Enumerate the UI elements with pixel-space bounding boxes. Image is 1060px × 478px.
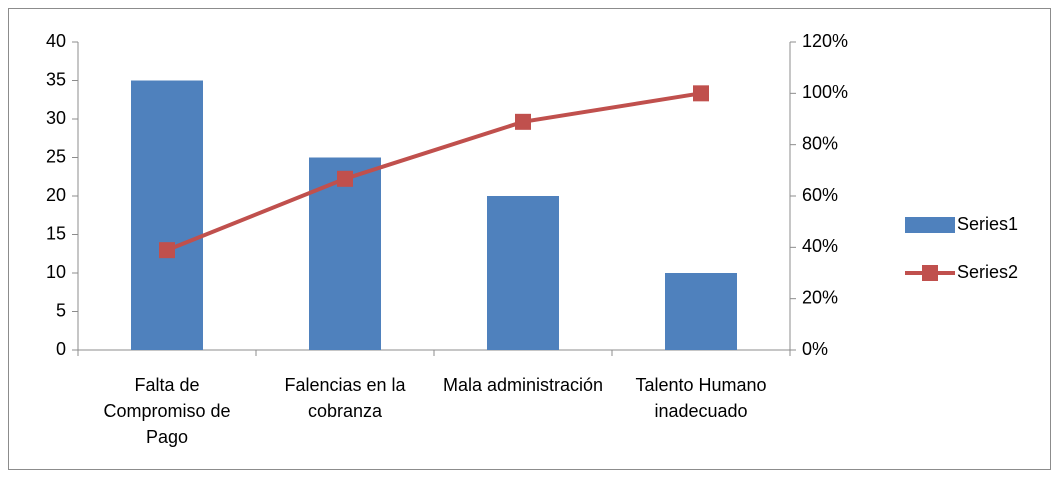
line-marker bbox=[693, 85, 709, 102]
legend-label: Series1 bbox=[957, 214, 1018, 234]
y2-tick-label: 120% bbox=[802, 31, 848, 51]
y-tick-label: 40 bbox=[46, 31, 66, 51]
legend-swatch bbox=[905, 217, 955, 233]
y2-tick-label: 80% bbox=[802, 133, 838, 153]
y-tick-label: 30 bbox=[46, 108, 66, 128]
x-tick-label: Falencias en la cobranza bbox=[284, 375, 406, 421]
y2-tick-label: 20% bbox=[802, 287, 838, 307]
legend-label: Series2 bbox=[957, 262, 1018, 282]
y-tick-label: 20 bbox=[46, 185, 66, 205]
y-tick-label: 25 bbox=[46, 146, 66, 166]
x-tick-label: Talento Humano inadecuado bbox=[635, 375, 767, 421]
x-tick-label: Mala administración bbox=[442, 375, 604, 395]
line bbox=[166, 91, 702, 253]
x-tick-label: Falta de Compromiso de Pago bbox=[103, 375, 231, 447]
y2-tick-label: 0% bbox=[802, 339, 828, 359]
y2-tick-label: 40% bbox=[802, 236, 838, 256]
y-tick-label: 35 bbox=[46, 69, 66, 89]
line-marker bbox=[337, 170, 353, 187]
line-marker bbox=[515, 113, 531, 130]
legend-marker bbox=[922, 265, 938, 281]
bar bbox=[487, 196, 559, 350]
y2-tick-label: 100% bbox=[802, 82, 848, 102]
line-marker bbox=[159, 242, 175, 259]
bar bbox=[665, 273, 737, 350]
y-tick-label: 0 bbox=[56, 339, 66, 359]
y-tick-label: 15 bbox=[46, 223, 66, 243]
bar bbox=[131, 80, 203, 350]
y-tick-label: 5 bbox=[56, 300, 66, 320]
y2-tick-label: 60% bbox=[802, 185, 838, 205]
y-tick-label: 10 bbox=[46, 262, 66, 282]
